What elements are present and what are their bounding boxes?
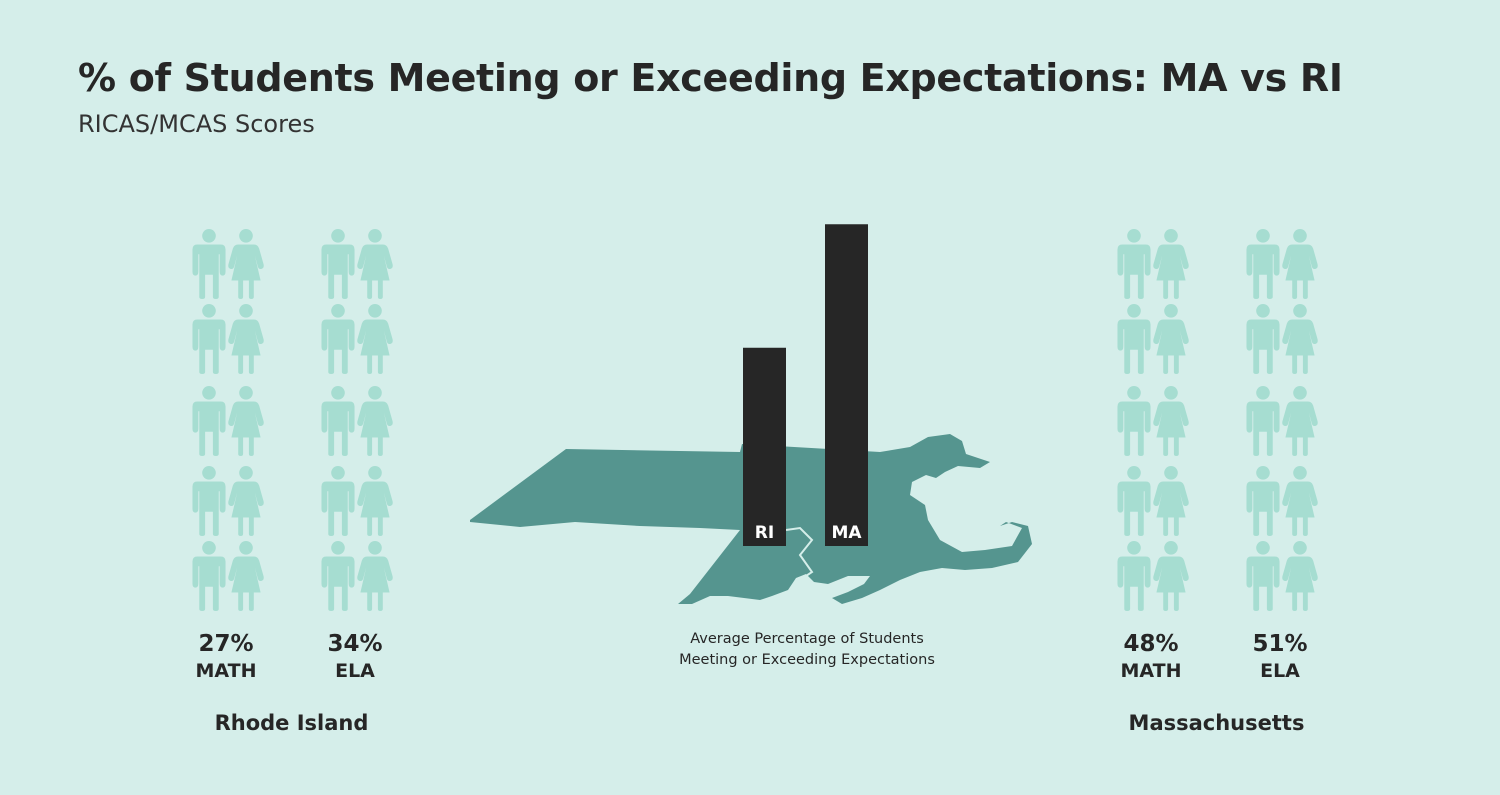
state-panel-rhode-island: 27% MATH 34% ELA Rhode Island bbox=[192, 229, 393, 735]
girl-icon bbox=[1153, 386, 1189, 456]
girl-icon bbox=[1153, 466, 1189, 536]
girl-icon bbox=[1153, 229, 1189, 299]
girl-icon bbox=[357, 229, 393, 299]
bar-label-ma: MA bbox=[831, 523, 862, 543]
state-name: Massachusetts bbox=[1129, 711, 1305, 735]
boy-icon bbox=[321, 466, 355, 536]
boy-icon bbox=[321, 386, 355, 456]
pictograph-ela: 34% ELA bbox=[321, 229, 393, 682]
pictograph-math: 27% MATH bbox=[192, 229, 264, 682]
subject-label: ELA bbox=[335, 660, 375, 682]
chart-title: % of Students Meeting or Exceeding Expec… bbox=[78, 56, 1343, 100]
girl-icon bbox=[228, 304, 264, 374]
boy-icon bbox=[192, 541, 226, 611]
boy-icon bbox=[1117, 229, 1151, 299]
value-label: 51% bbox=[1252, 631, 1307, 657]
boy-icon bbox=[192, 386, 226, 456]
girl-icon bbox=[357, 466, 393, 536]
girl-icon bbox=[1282, 229, 1318, 299]
girl-icon bbox=[1282, 541, 1318, 611]
boy-icon bbox=[1246, 304, 1280, 374]
girl-icon bbox=[1153, 304, 1189, 374]
girl-icon bbox=[357, 386, 393, 456]
boy-icon bbox=[1117, 304, 1151, 374]
boy-icon bbox=[1117, 386, 1151, 456]
girl-icon bbox=[228, 541, 264, 611]
girl-icon bbox=[357, 541, 393, 611]
girl-icon bbox=[1282, 386, 1318, 456]
bar-chart: RI MA bbox=[743, 224, 868, 546]
caption-line-1: Average Percentage of Students bbox=[690, 631, 924, 647]
boy-icon bbox=[1117, 541, 1151, 611]
boy-icon bbox=[192, 229, 226, 299]
state-name: Rhode Island bbox=[215, 711, 369, 735]
boy-icon bbox=[192, 466, 226, 536]
value-label: 27% bbox=[198, 631, 253, 657]
state-border bbox=[785, 526, 814, 581]
pictograph-math: 48% MATH bbox=[1117, 229, 1189, 682]
state-panel-massachusetts: 48% MATH 51% ELA Massachusetts bbox=[1117, 229, 1318, 735]
value-label: 34% bbox=[327, 631, 382, 657]
value-label: 48% bbox=[1123, 631, 1178, 657]
boy-icon bbox=[321, 541, 355, 611]
caption-line-2: Meeting or Exceeding Expectations bbox=[679, 652, 935, 668]
boy-icon bbox=[1246, 541, 1280, 611]
boy-icon bbox=[192, 304, 226, 374]
girl-icon bbox=[1282, 466, 1318, 536]
boy-icon bbox=[321, 304, 355, 374]
boy-icon bbox=[1246, 466, 1280, 536]
pictograph-panels: 27% MATH 34% ELA Rhode Island 48% MATH 51% ELA Ma… bbox=[192, 229, 1318, 735]
subject-label: ELA bbox=[1260, 660, 1300, 682]
subject-label: MATH bbox=[196, 660, 257, 682]
boy-icon bbox=[1246, 229, 1280, 299]
girl-icon bbox=[357, 304, 393, 374]
bar-ma bbox=[825, 224, 868, 546]
subject-label: MATH bbox=[1121, 660, 1182, 682]
bar-label-ri: RI bbox=[755, 523, 774, 543]
girl-icon bbox=[1153, 541, 1189, 611]
chart-subtitle: RICAS/MCAS Scores bbox=[78, 110, 315, 138]
girl-icon bbox=[1282, 304, 1318, 374]
girl-icon bbox=[228, 386, 264, 456]
bar-ri bbox=[743, 347, 786, 546]
bar-caption: Average Percentage of Students Meeting o… bbox=[679, 631, 935, 668]
girl-icon bbox=[228, 229, 264, 299]
boy-icon bbox=[1246, 386, 1280, 456]
pictograph-ela: 51% ELA bbox=[1246, 229, 1318, 682]
boy-icon bbox=[321, 229, 355, 299]
girl-icon bbox=[228, 466, 264, 536]
boy-icon bbox=[1117, 466, 1151, 536]
